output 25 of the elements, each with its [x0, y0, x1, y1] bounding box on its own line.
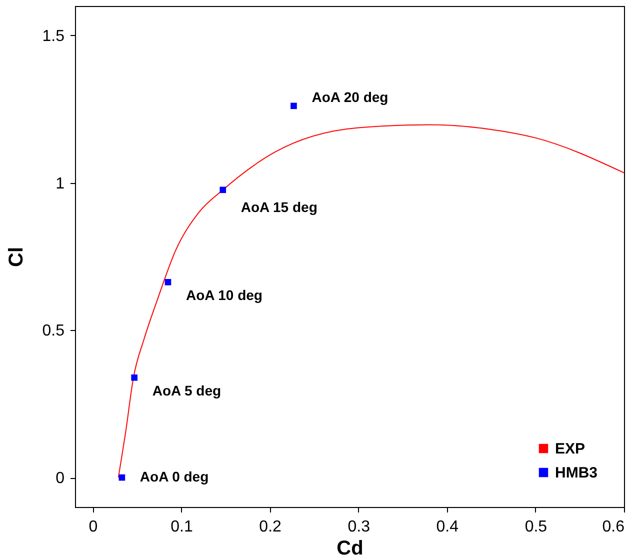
- annotation: AoA 20 deg: [312, 88, 388, 105]
- point: [118, 474, 126, 481]
- x-axis-title: Cd: [336, 538, 364, 558]
- point: [164, 278, 172, 286]
- y-tick-label: 1.5: [42, 28, 65, 45]
- annotation: AoA 15 deg: [240, 198, 318, 215]
- x-tick-label: 0: [88, 518, 98, 536]
- point: [220, 186, 226, 194]
- legend-label: HMB3: [555, 464, 598, 482]
- annotation: AoA 0 deg: [140, 468, 209, 485]
- y-tick-label: 1: [56, 175, 65, 192]
- x-tick-label: 0.6: [602, 518, 625, 536]
- point: [131, 374, 138, 381]
- x-tick-label: 0.5: [524, 518, 548, 536]
- x-tick-label: 0.1: [170, 518, 193, 536]
- annotation: AoA 5 deg: [152, 382, 222, 399]
- y-axis-title: Cl: [5, 247, 28, 267]
- legend-label: EXP: [555, 440, 586, 458]
- annotation: AoA 10 deg: [186, 287, 262, 304]
- x-tick-label: 0.3: [348, 518, 370, 536]
- y-tick-label: 0: [56, 470, 65, 488]
- x-tick-label: 0.4: [436, 518, 459, 536]
- y-tick-label: 0.5: [42, 322, 65, 340]
- x-tick-label: 0.2: [259, 518, 282, 536]
- point: [290, 102, 297, 110]
